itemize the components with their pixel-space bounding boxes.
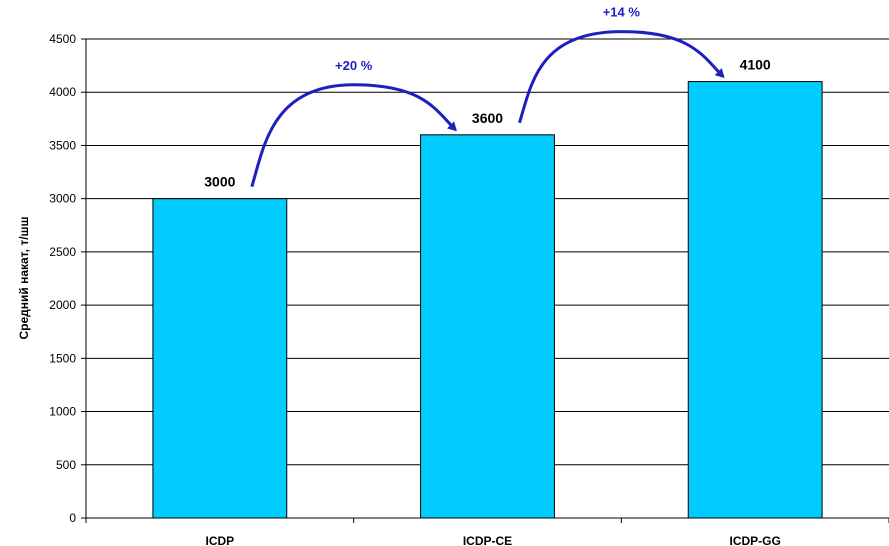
change-label: +20 % [335,58,373,73]
y-tick-label: 3500 [49,138,76,152]
bar [152,198,288,519]
change-arrow [518,30,725,124]
y-axis-label: Средний накат, т/шш [17,216,31,339]
x-category-label: ICDP [205,534,234,546]
change-arrow [250,83,457,188]
annotations: +20 % +14 % [250,5,725,188]
labels: 0 500 1000 1500 2000 2500 3000 3500 4000 4500 3000… [49,32,781,546]
y-tick-label: 4500 [49,32,76,46]
bars [152,81,823,519]
axes [81,38,889,523]
y-tick-label: 2500 [49,245,76,259]
data-label: 4100 [740,57,771,73]
data-label: 3600 [472,110,503,126]
y-tick-label: 4000 [49,85,76,99]
y-tick-label: 0 [69,511,76,525]
bar [687,81,823,519]
y-tick-label: 1500 [49,351,76,365]
change-label: +14 % [603,5,641,20]
data-label: 3000 [204,174,235,190]
y-tick-label: 3000 [49,192,76,206]
x-category-label: ICDP-CE [463,534,512,546]
x-category-label: ICDP-GG [729,534,780,546]
y-tick-label: 500 [56,458,76,472]
bar [420,134,555,519]
y-tick-label: 2000 [49,298,76,312]
y-tick-label: 1000 [49,405,76,419]
